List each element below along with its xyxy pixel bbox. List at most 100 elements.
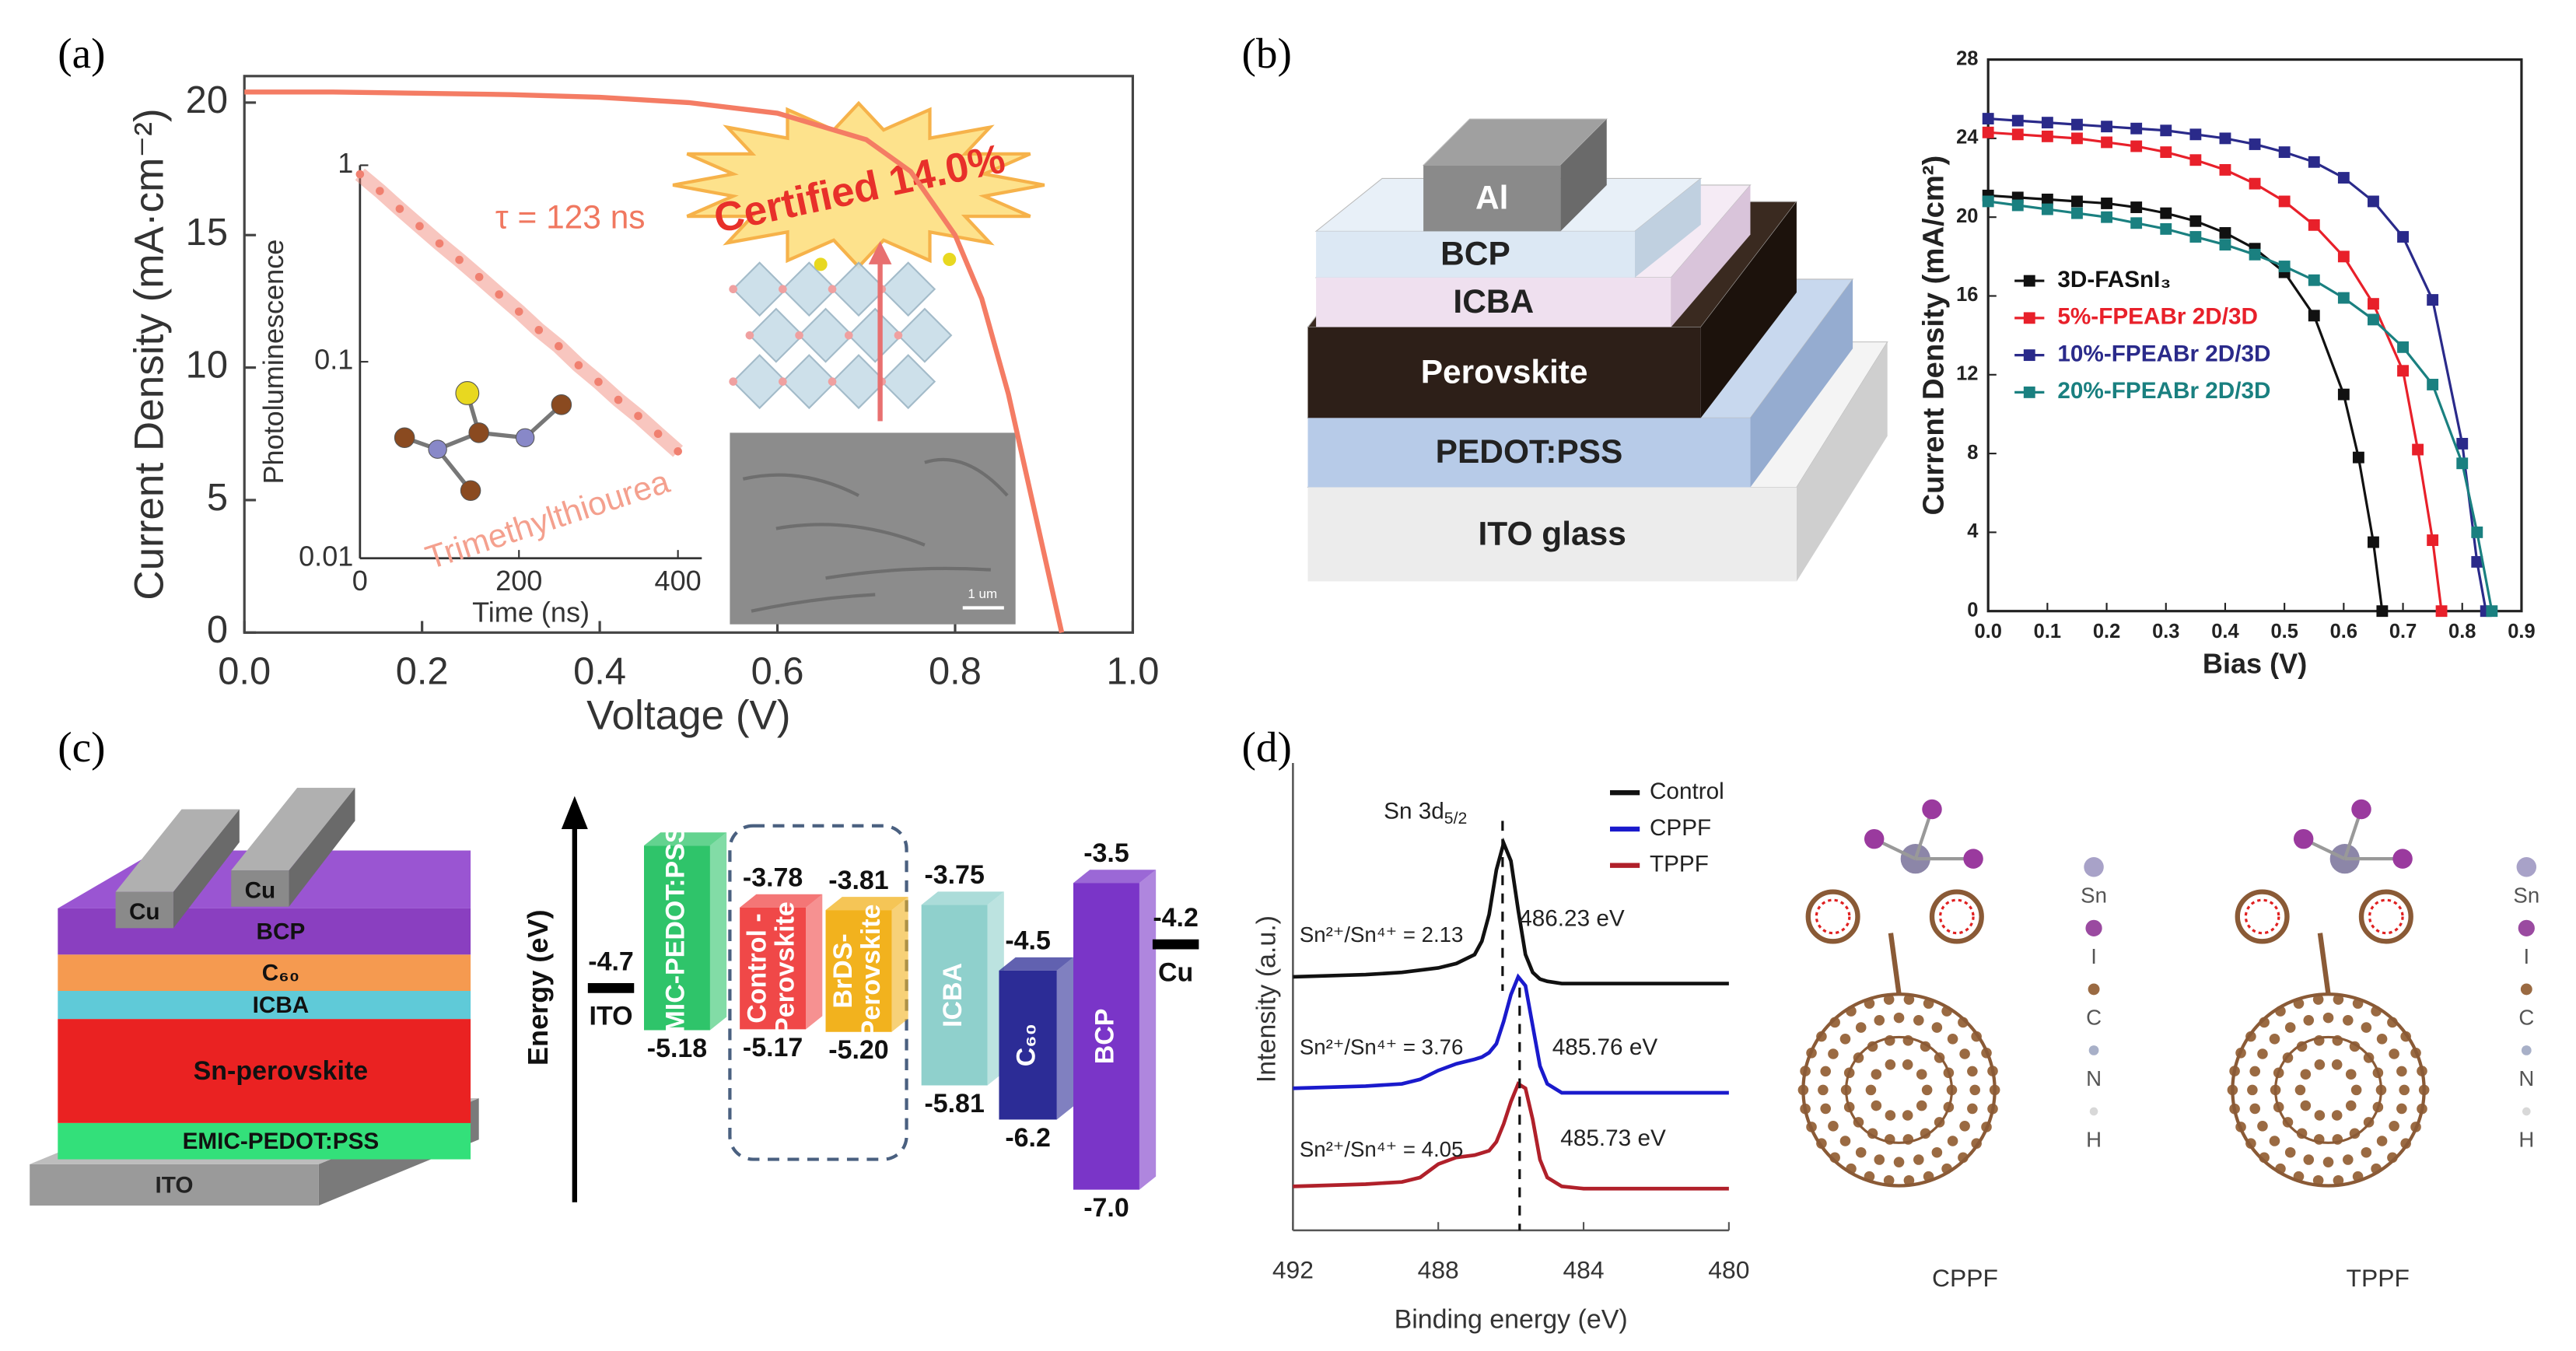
data-marker	[2435, 605, 2448, 618]
data-marker	[2278, 146, 2291, 159]
fullerene-atom	[2389, 1120, 2399, 1132]
atom	[795, 331, 803, 340]
fullerene-atom	[1874, 1154, 1885, 1165]
data-marker	[2427, 534, 2439, 546]
element-label: Sn	[2081, 883, 2107, 907]
x-tick-label: 488	[1418, 1255, 1459, 1283]
peak-name: Sn 3d5/2	[1384, 799, 1467, 828]
band-top	[740, 894, 823, 908]
fullerene-atom	[1902, 1110, 1913, 1121]
fullerene-atom	[2303, 1014, 2315, 1026]
pl-point	[376, 187, 384, 195]
data-marker	[2376, 605, 2389, 618]
fullerene-atom	[2257, 1048, 2268, 1059]
peak-name-sub: 5/2	[1444, 810, 1467, 828]
fullerene-atom	[1913, 1014, 1924, 1026]
x-tick-label: 0.1	[2034, 621, 2061, 642]
ring-mark	[2368, 898, 2404, 935]
data-marker	[2130, 140, 2143, 152]
data-marker	[2308, 219, 2320, 231]
data-marker	[2071, 118, 2083, 131]
data-marker	[2337, 292, 2350, 304]
layer-side	[1634, 178, 1701, 278]
layer-label: ICBA	[253, 992, 310, 1018]
fullerene-atom	[2322, 1157, 2334, 1167]
data-marker	[2071, 207, 2083, 219]
data-marker	[2219, 227, 2231, 239]
layer-label: ITO glass	[1479, 515, 1626, 551]
legend-label: 5%-FPEABr 2D/3D	[2057, 304, 2258, 330]
fullerene-atom	[1947, 1136, 1958, 1146]
octahedron	[831, 261, 887, 317]
fullerene-atom	[2361, 1022, 2372, 1033]
fullerene-atom	[2322, 1012, 2334, 1024]
data-marker	[2337, 250, 2350, 263]
ring	[1805, 889, 1860, 944]
fullerene-atom	[1969, 1084, 1980, 1096]
atom	[828, 285, 837, 294]
pl-point	[355, 170, 365, 179]
data-marker	[2041, 203, 2053, 215]
data-marker	[2189, 231, 2202, 243]
pl-point	[574, 361, 583, 369]
i-atom	[2392, 849, 2413, 869]
atom	[729, 285, 737, 294]
data-marker	[2397, 231, 2409, 243]
fullerene-atom	[1947, 1033, 1958, 1045]
panel-label: (c)	[58, 723, 105, 771]
data-marker	[2397, 365, 2409, 377]
fullerene-atom	[2331, 1059, 2343, 1070]
band-top	[644, 832, 727, 846]
energy-band	[921, 905, 988, 1086]
data-marker	[2041, 193, 2053, 205]
band-side	[1139, 870, 1157, 1190]
molecule-name: TPPF	[2347, 1264, 2410, 1292]
fullerene-atom	[2376, 1033, 2388, 1045]
data-marker	[2130, 122, 2143, 135]
data-marker	[2456, 457, 2469, 470]
peak-label: 485.76 eV	[1552, 1034, 1658, 1060]
fullerene-atom	[2269, 1033, 2280, 1045]
device-layer	[30, 1164, 319, 1206]
x-axis-label: Binding energy (eV)	[1395, 1305, 1628, 1335]
pl-point	[474, 272, 484, 282]
data-marker	[2352, 451, 2364, 464]
fullerene-atom	[1855, 1146, 1867, 1158]
layer-front	[1316, 231, 1635, 278]
data-marker	[2308, 310, 2320, 322]
fullerene-atom	[1916, 1100, 1927, 1111]
molecule-name: CPPF	[1932, 1264, 1998, 1292]
fullerene-atom	[2284, 1146, 2296, 1158]
octahedron	[880, 354, 936, 410]
element-swatch	[2520, 983, 2532, 996]
data-marker	[2278, 195, 2291, 208]
y-tick-label: 16	[1956, 284, 1978, 306]
y-tick-label: 20	[186, 79, 228, 121]
fullerene-atom	[1921, 1084, 1933, 1096]
layer-label: BCP	[1440, 235, 1510, 271]
y-tick-label: 8	[1967, 442, 1978, 464]
fullerene-atom	[1883, 1174, 1895, 1186]
band-side	[1056, 957, 1073, 1120]
data-marker	[2427, 379, 2439, 390]
x-tick-label: 492	[1272, 1255, 1314, 1283]
band-top-label: -3.81	[828, 866, 888, 895]
band-side	[806, 894, 823, 1030]
pl-point	[534, 326, 544, 334]
layer-side	[1750, 278, 1853, 488]
fullerene-atom	[2389, 1048, 2399, 1059]
pl-point	[614, 395, 623, 404]
pl-point	[455, 255, 464, 264]
band-name: EMIC-PEDOT:PSS	[660, 826, 690, 1051]
legend-label: 10%-FPEABr 2D/3D	[2057, 341, 2270, 366]
band-name: ICBA	[938, 963, 968, 1027]
fullerene-atom	[1885, 1059, 1896, 1070]
data-marker	[2160, 146, 2172, 159]
ring	[2358, 889, 2413, 944]
pl-point	[634, 411, 642, 421]
electrode-name: Cu	[1158, 957, 1193, 987]
y-tick-label: 10	[186, 345, 228, 387]
fullerene-atom	[2333, 994, 2344, 1005]
band-top	[999, 957, 1073, 971]
electrode-top	[115, 809, 240, 892]
